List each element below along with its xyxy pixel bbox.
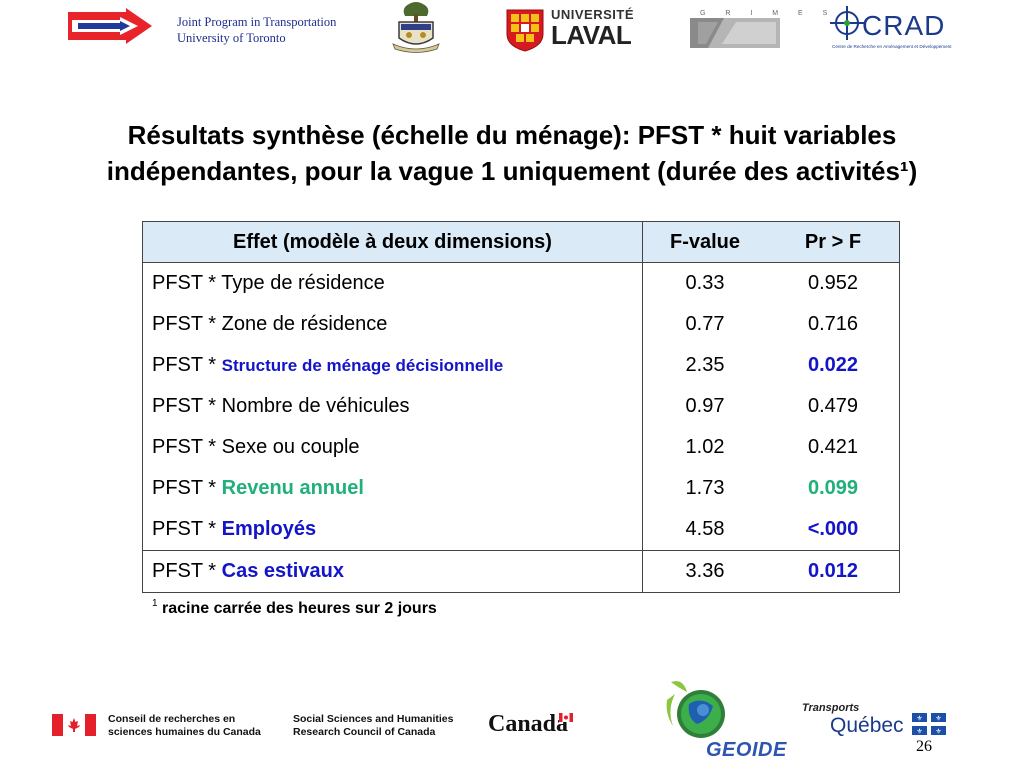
p-value-cell: 0.421 [767, 427, 900, 468]
effect-prefix: PFST * [152, 272, 222, 294]
grimes-label: G R I M E S [700, 10, 837, 17]
effect-cell: PFST * Type de résidence [142, 262, 643, 304]
table-row: PFST * Sexe ou couple 1.02 0.421 [142, 427, 900, 468]
sshrc-fr-line1: Conseil de recherches en [108, 713, 236, 725]
laval-top-text: UNIVERSITÉ [551, 7, 635, 22]
effect-prefix: PFST * [152, 313, 222, 335]
svg-text:⚜: ⚜ [916, 728, 922, 736]
slide-title: Résultats synthèse (échelle du ménage): … [0, 117, 1024, 189]
jpt-logo-text: Joint Program in Transportation Universi… [177, 14, 336, 46]
table-header-row: Effet (modèle à deux dimensions) F-value… [142, 221, 900, 263]
f-value-cell: 0.33 [685, 272, 725, 294]
effect-name: Type de résidence [221, 272, 385, 294]
table-row: PFST * Employés 4.58 <.000 [142, 509, 900, 551]
geoide-globe-icon [666, 681, 725, 738]
quebec-flag-icon: ⚜ ⚜ ⚜ ⚜ [912, 713, 946, 735]
sshrc-fr-line2: sciences humaines du Canada [108, 726, 261, 738]
effect-prefix: PFST * [152, 518, 222, 540]
grimes-logo-icon [690, 18, 780, 48]
effect-cell: PFST * Structure de ménage décisionnelle [142, 345, 643, 386]
effect-name-highlighted: Revenu annuel [221, 477, 364, 499]
p-value-cell: 0.716 [767, 304, 900, 345]
f-value-cell: 0.77 [685, 313, 725, 335]
crad-wordmark: CRAD [862, 10, 946, 41]
sshrc-en-line1: Social Sciences and Humanities [293, 713, 454, 725]
p-value-cell-marginal: 0.099 [767, 468, 900, 509]
p-value-cell: 0.479 [767, 386, 900, 427]
effect-cell: PFST * Nombre de véhicules [142, 386, 643, 427]
effect-name-highlighted: Employés [221, 518, 317, 540]
geoide-wordmark: GEOIDE [706, 739, 787, 761]
table-row: PFST * Cas estivaux 3.36 0.012 [142, 550, 900, 593]
effect-name-highlighted: Structure de ménage décisionnelle [221, 356, 504, 375]
effect-name: Zone de résidence [221, 313, 388, 335]
table-row: PFST * Type de résidence 0.33 0.952 [142, 262, 900, 304]
p-value-cell: 0.952 [767, 262, 900, 304]
jpt-arrow-logo [68, 8, 152, 44]
svg-text:⚜: ⚜ [935, 728, 941, 736]
sshrc-english-name: Social Sciences and Humanities Research … [293, 713, 453, 739]
f-value-cell: 1.02 [685, 436, 725, 458]
effect-cell: PFST * Zone de résidence [142, 304, 643, 345]
f-value-cell: 0.97 [685, 395, 725, 417]
effect-name: Nombre de véhicules [221, 395, 410, 417]
quebec-wordmark: Québec [830, 714, 904, 737]
column-header-pr-f: Pr > F [767, 221, 900, 263]
footnote: 1 racine carrée des heures sur 2 jours [152, 598, 437, 618]
jpt-line1: Joint Program in Transportation [177, 15, 337, 29]
f-value-cell: 4.58 [685, 518, 725, 540]
slide-title-line2: indépendantes, pour la vague 1 uniquemen… [106, 156, 918, 186]
footnote-text: racine carrée des heures sur 2 jours [162, 600, 437, 617]
crad-subtitle: Centre de Recherche en Aménagement et Dé… [832, 44, 952, 49]
effect-cell: PFST * Sexe ou couple [142, 427, 643, 468]
table-row: PFST * Zone de résidence 0.77 0.716 [142, 304, 900, 345]
page-number: 26 [916, 738, 932, 755]
laval-name-text: LAVAL [551, 20, 632, 50]
f-value-cell: 3.36 [642, 550, 767, 593]
p-value-cell-significant: 0.022 [767, 345, 900, 386]
effect-cell: PFST * Employés [142, 509, 643, 551]
effect-prefix: PFST * [152, 560, 222, 582]
p-value-cell-significant: <.000 [767, 509, 900, 551]
university-crest-icon [392, 2, 440, 53]
svg-text:⚜: ⚜ [916, 715, 922, 723]
footnote-marker: 1 [152, 598, 158, 609]
svg-text:⚜: ⚜ [935, 715, 941, 723]
jpt-line2: University of Toronto [177, 31, 286, 45]
f-value-cell: 1.73 [685, 477, 725, 499]
laval-wordmark: UNIVERSITÉ LAVAL [551, 7, 635, 50]
sshrc-en-line2: Research Council of Canada [293, 726, 436, 738]
sshrc-french-name: Conseil de recherches en sciences humain… [108, 713, 261, 739]
column-header-effet: Effet (modèle à deux dimensions) [142, 221, 643, 263]
effect-prefix: PFST * [152, 477, 222, 499]
effect-prefix: PFST * [152, 354, 222, 376]
effect-cell: PFST * Revenu annuel [142, 468, 643, 509]
table-row: PFST * Nombre de véhicules 0.97 0.479 [142, 386, 900, 427]
canada-flag-icon [52, 714, 96, 736]
column-header-f-value: F-value [642, 221, 767, 263]
effect-prefix: PFST * [152, 436, 222, 458]
f-value-cell: 2.35 [685, 354, 725, 376]
table-row: PFST * Revenu annuel 1.73 0.099 [142, 468, 900, 509]
effect-cell: PFST * Cas estivaux [142, 550, 643, 593]
canada-wordmark: Canada [488, 711, 569, 737]
results-table: Effet (modèle à deux dimensions) F-value… [142, 221, 900, 593]
laval-shield-icon [506, 9, 544, 52]
transports-label: Transports [802, 702, 860, 714]
crad-compass-icon [830, 6, 864, 40]
effect-prefix: PFST * [152, 395, 222, 417]
table-row: PFST * Structure de ménage décisionnelle… [142, 345, 900, 386]
slide-title-line1: Résultats synthèse (échelle du ménage): … [127, 120, 897, 150]
effect-name: Sexe ou couple [221, 436, 360, 458]
p-value-cell-significant: 0.012 [767, 550, 900, 593]
canada-wordmark-flag-icon [559, 713, 573, 722]
effect-name-highlighted: Cas estivaux [221, 560, 344, 582]
